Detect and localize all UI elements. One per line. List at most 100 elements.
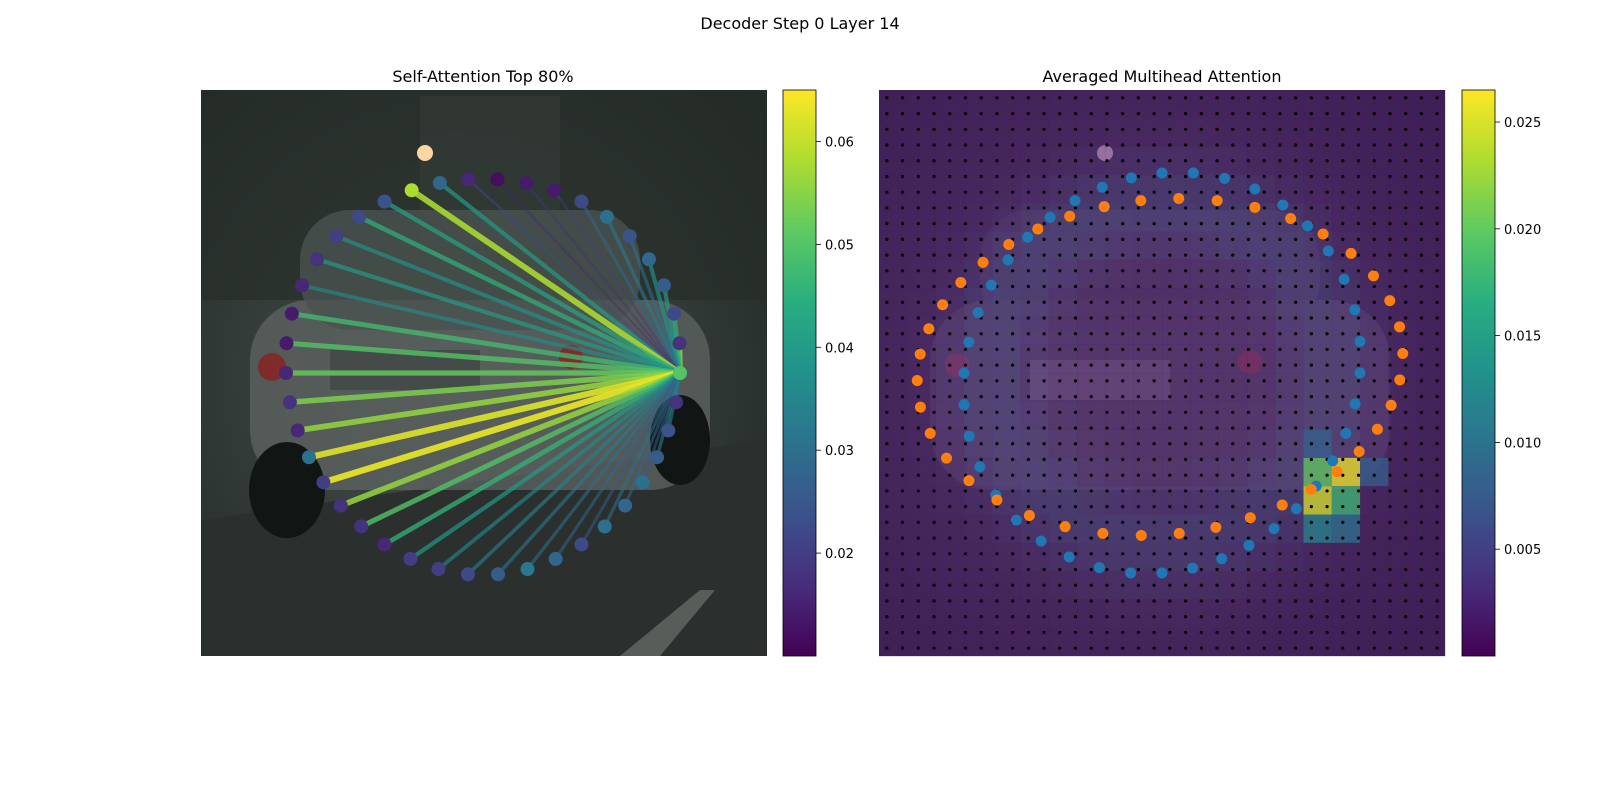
colorbar-tick-label: 0.010 <box>1504 436 1541 451</box>
grid-dot <box>1341 536 1345 540</box>
grid-dot <box>1262 473 1266 477</box>
heatmap-cell <box>1331 599 1361 628</box>
grid-dot <box>1404 127 1408 131</box>
grid-dot <box>1105 363 1109 367</box>
grid-dot <box>885 489 889 493</box>
grid-dot <box>916 505 920 509</box>
grid-dot <box>1419 442 1424 446</box>
grid-dot <box>963 567 968 572</box>
grid-dot <box>1026 442 1030 446</box>
grid-dot <box>1388 316 1392 320</box>
grid-dot <box>1073 520 1078 524</box>
grid-dot <box>1262 567 1266 572</box>
grid-dot <box>1294 347 1298 352</box>
grid-dot <box>1309 363 1313 367</box>
grid-dot <box>1419 206 1424 210</box>
heatmap-cell <box>1105 203 1134 232</box>
grid-dot <box>900 190 905 194</box>
grid-dot <box>1246 552 1251 556</box>
attention-edge <box>525 181 682 375</box>
grid-dot <box>1089 159 1093 163</box>
ring-point <box>1023 509 1035 521</box>
grid-dot <box>1435 143 1439 147</box>
grid-dot <box>1404 489 1408 493</box>
grid-dot <box>932 410 936 414</box>
grid-dot <box>1419 599 1424 603</box>
grid-dot <box>1231 630 1235 635</box>
grid-dot <box>1309 159 1313 163</box>
heatmap-cell <box>1048 146 1078 176</box>
grid-dot <box>1073 379 1078 383</box>
attention-edge <box>294 370 683 434</box>
grid-dot <box>1089 111 1093 116</box>
ring-point <box>977 256 989 268</box>
contour-point <box>635 475 650 490</box>
grid-dot <box>1309 379 1313 383</box>
grid-dot <box>1105 505 1109 509</box>
grid-dot <box>1246 567 1251 572</box>
attention-edge <box>358 370 683 530</box>
grid-dot <box>916 567 920 572</box>
grid-dot <box>1294 111 1298 116</box>
grid-dot <box>1388 442 1392 446</box>
grid-dot <box>900 442 905 446</box>
heatmap-cell <box>1162 599 1191 628</box>
grid-dot <box>1372 332 1376 336</box>
heatmap-cell <box>963 542 993 572</box>
grid-dot <box>1404 316 1408 320</box>
grid-dot <box>948 615 952 619</box>
heatmap-cell <box>1190 457 1219 487</box>
attention-edge <box>382 199 683 376</box>
grid-dot <box>1341 143 1345 147</box>
grid-dot <box>1168 426 1172 430</box>
grid-dot <box>885 567 889 572</box>
grid-dot <box>1356 222 1361 226</box>
grid-dot <box>932 332 936 336</box>
grid-dot <box>1246 127 1251 131</box>
grid-dot <box>1105 646 1109 650</box>
grid-dot <box>979 159 983 163</box>
grid-dot <box>1388 394 1392 399</box>
heatmap-cell <box>1303 542 1333 572</box>
grid-dot <box>1089 347 1093 352</box>
heatmap-cell <box>907 146 936 176</box>
grid-dot <box>1388 284 1392 289</box>
grid-dot <box>1152 300 1156 304</box>
grid-dot <box>1152 127 1156 131</box>
heatmap-cell <box>1190 429 1219 459</box>
grid-dot <box>1372 536 1376 540</box>
grid-dot <box>1372 583 1376 587</box>
grid-dot <box>1073 536 1078 540</box>
grid-dot <box>1278 96 1282 100</box>
grid-dot <box>1105 174 1109 179</box>
attention-edge <box>553 189 682 375</box>
grid-dot <box>932 583 936 587</box>
grid-dot <box>1356 630 1361 635</box>
grid-dot <box>1294 567 1298 572</box>
grid-dot <box>1168 473 1172 477</box>
grid-dot <box>1388 646 1392 650</box>
grid-dot <box>1011 159 1015 163</box>
grid-dot <box>1231 222 1235 226</box>
grid-dot <box>1325 284 1329 289</box>
grid-dot <box>1121 583 1125 587</box>
grid-dot <box>1372 127 1376 131</box>
grid-dot <box>1011 567 1015 572</box>
grid-dot <box>1089 426 1093 430</box>
grid-dot <box>1168 143 1172 147</box>
grid-dot <box>979 599 983 603</box>
grid-dot <box>932 237 936 241</box>
grid-dot <box>1199 316 1203 320</box>
heatmap-cell <box>1218 401 1248 430</box>
grid-dot <box>1325 520 1329 524</box>
ring-point <box>1059 521 1071 533</box>
grid-dot <box>916 363 920 367</box>
grid-dot <box>948 237 952 241</box>
grid-dot <box>995 222 999 226</box>
grid-dot <box>1183 630 1188 635</box>
grid-dot <box>900 615 905 619</box>
grid-dot <box>1325 190 1329 194</box>
grid-dot <box>1215 316 1219 320</box>
grid-dot <box>1215 394 1219 399</box>
grid-dot <box>948 347 952 352</box>
